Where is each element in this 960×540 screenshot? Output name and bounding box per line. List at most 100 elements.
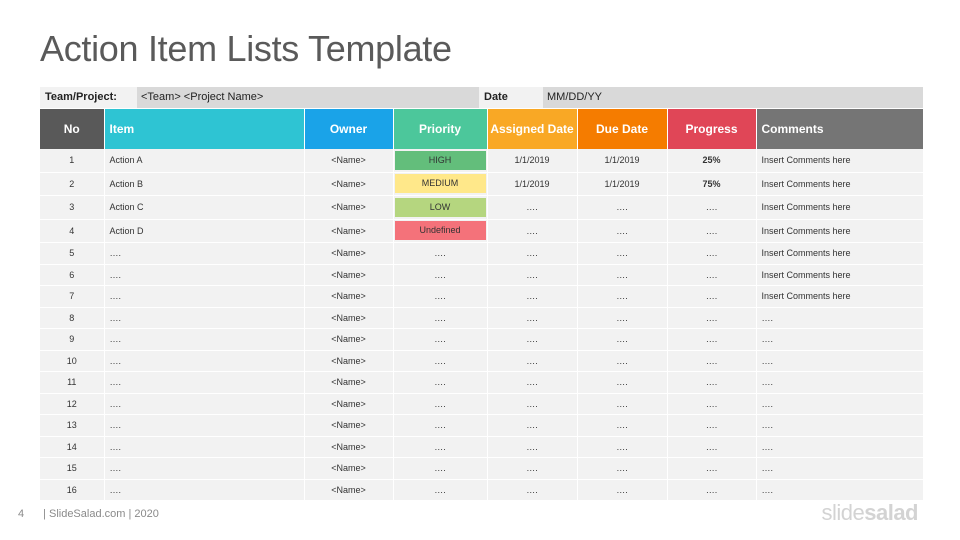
cell-item[interactable]: …. [104,350,305,372]
cell-comments[interactable]: …. [756,307,924,329]
cell-assigned[interactable]: …. [487,414,578,437]
cell-progress[interactable]: …. [667,393,757,415]
cell-progress[interactable]: …. [667,436,757,458]
cell-no[interactable]: 16 [40,479,105,501]
cell-priority[interactable]: …. [393,414,488,437]
cell-owner[interactable]: <Name> [304,219,394,243]
team-project-field[interactable]: <Team> <Project Name> [137,87,479,108]
cell-item[interactable]: Action D [104,219,305,243]
cell-priority[interactable]: …. [393,285,488,308]
cell-assigned[interactable]: …. [487,264,578,286]
cell-progress[interactable]: …. [667,219,757,243]
cell-due[interactable]: …. [577,285,668,308]
cell-comments[interactable]: Insert Comments here [756,219,924,243]
cell-progress[interactable]: …. [667,414,757,437]
cell-due[interactable]: …. [577,479,668,501]
cell-due[interactable]: …. [577,264,668,286]
cell-assigned[interactable]: …. [487,285,578,308]
cell-comments[interactable]: …. [756,457,924,480]
cell-owner[interactable]: <Name> [304,328,394,351]
cell-progress[interactable]: …. [667,264,757,286]
cell-owner[interactable]: <Name> [304,457,394,480]
cell-owner[interactable]: <Name> [304,414,394,437]
cell-no[interactable]: 1 [40,149,105,173]
cell-due[interactable]: …. [577,371,668,394]
cell-no[interactable]: 15 [40,457,105,480]
cell-no[interactable]: 12 [40,393,105,415]
date-field[interactable]: MM/DD/YY [543,87,923,108]
cell-priority[interactable]: …. [393,393,488,415]
cell-comments[interactable]: …. [756,414,924,437]
cell-no[interactable]: 9 [40,328,105,351]
cell-owner[interactable]: <Name> [304,285,394,308]
cell-due[interactable]: …. [577,307,668,329]
cell-assigned[interactable]: 1/1/2019 [487,149,578,173]
cell-item[interactable]: …. [104,393,305,415]
cell-due[interactable]: …. [577,436,668,458]
cell-comments[interactable]: Insert Comments here [756,242,924,265]
cell-progress[interactable]: 75% [667,172,757,196]
cell-assigned[interactable]: …. [487,195,578,220]
cell-owner[interactable]: <Name> [304,479,394,501]
cell-owner[interactable]: <Name> [304,350,394,372]
cell-priority[interactable]: …. [393,264,488,286]
cell-progress[interactable]: …. [667,285,757,308]
cell-priority[interactable]: Undefined [393,219,488,243]
cell-item[interactable]: …. [104,285,305,308]
cell-item[interactable]: …. [104,479,305,501]
cell-assigned[interactable]: …. [487,350,578,372]
cell-due[interactable]: 1/1/2019 [577,149,668,173]
cell-priority[interactable]: …. [393,371,488,394]
cell-item[interactable]: …. [104,328,305,351]
cell-no[interactable]: 3 [40,195,105,220]
cell-priority[interactable]: …. [393,307,488,329]
cell-assigned[interactable]: …. [487,242,578,265]
cell-priority[interactable]: …. [393,328,488,351]
cell-comments[interactable]: Insert Comments here [756,285,924,308]
cell-progress[interactable]: …. [667,307,757,329]
cell-no[interactable]: 11 [40,371,105,394]
cell-owner[interactable]: <Name> [304,149,394,173]
cell-item[interactable]: Action B [104,172,305,196]
cell-no[interactable]: 6 [40,264,105,286]
cell-assigned[interactable]: …. [487,371,578,394]
cell-item[interactable]: …. [104,371,305,394]
cell-due[interactable]: …. [577,242,668,265]
cell-progress[interactable]: …. [667,479,757,501]
cell-no[interactable]: 14 [40,436,105,458]
cell-item[interactable]: Action C [104,195,305,220]
cell-owner[interactable]: <Name> [304,436,394,458]
cell-priority[interactable]: HIGH [393,149,488,173]
cell-assigned[interactable]: …. [487,219,578,243]
cell-assigned[interactable]: …. [487,457,578,480]
cell-no[interactable]: 4 [40,219,105,243]
cell-progress[interactable]: …. [667,195,757,220]
cell-item[interactable]: …. [104,264,305,286]
cell-no[interactable]: 8 [40,307,105,329]
cell-progress[interactable]: …. [667,457,757,480]
cell-assigned[interactable]: …. [487,393,578,415]
cell-item[interactable]: …. [104,242,305,265]
cell-comments[interactable]: Insert Comments here [756,264,924,286]
cell-due[interactable]: 1/1/2019 [577,172,668,196]
cell-owner[interactable]: <Name> [304,264,394,286]
cell-comments[interactable]: …. [756,328,924,351]
cell-comments[interactable]: Insert Comments here [756,195,924,220]
cell-item[interactable]: …. [104,307,305,329]
cell-assigned[interactable]: …. [487,307,578,329]
cell-priority[interactable]: MEDIUM [393,172,488,196]
cell-priority[interactable]: …. [393,242,488,265]
cell-owner[interactable]: <Name> [304,393,394,415]
cell-assigned[interactable]: …. [487,436,578,458]
cell-owner[interactable]: <Name> [304,172,394,196]
cell-due[interactable]: …. [577,350,668,372]
cell-priority[interactable]: …. [393,457,488,480]
cell-priority[interactable]: …. [393,479,488,501]
cell-comments[interactable]: …. [756,436,924,458]
cell-owner[interactable]: <Name> [304,307,394,329]
cell-due[interactable]: …. [577,328,668,351]
cell-no[interactable]: 10 [40,350,105,372]
cell-no[interactable]: 13 [40,414,105,437]
cell-comments[interactable]: …. [756,479,924,501]
cell-priority[interactable]: …. [393,436,488,458]
